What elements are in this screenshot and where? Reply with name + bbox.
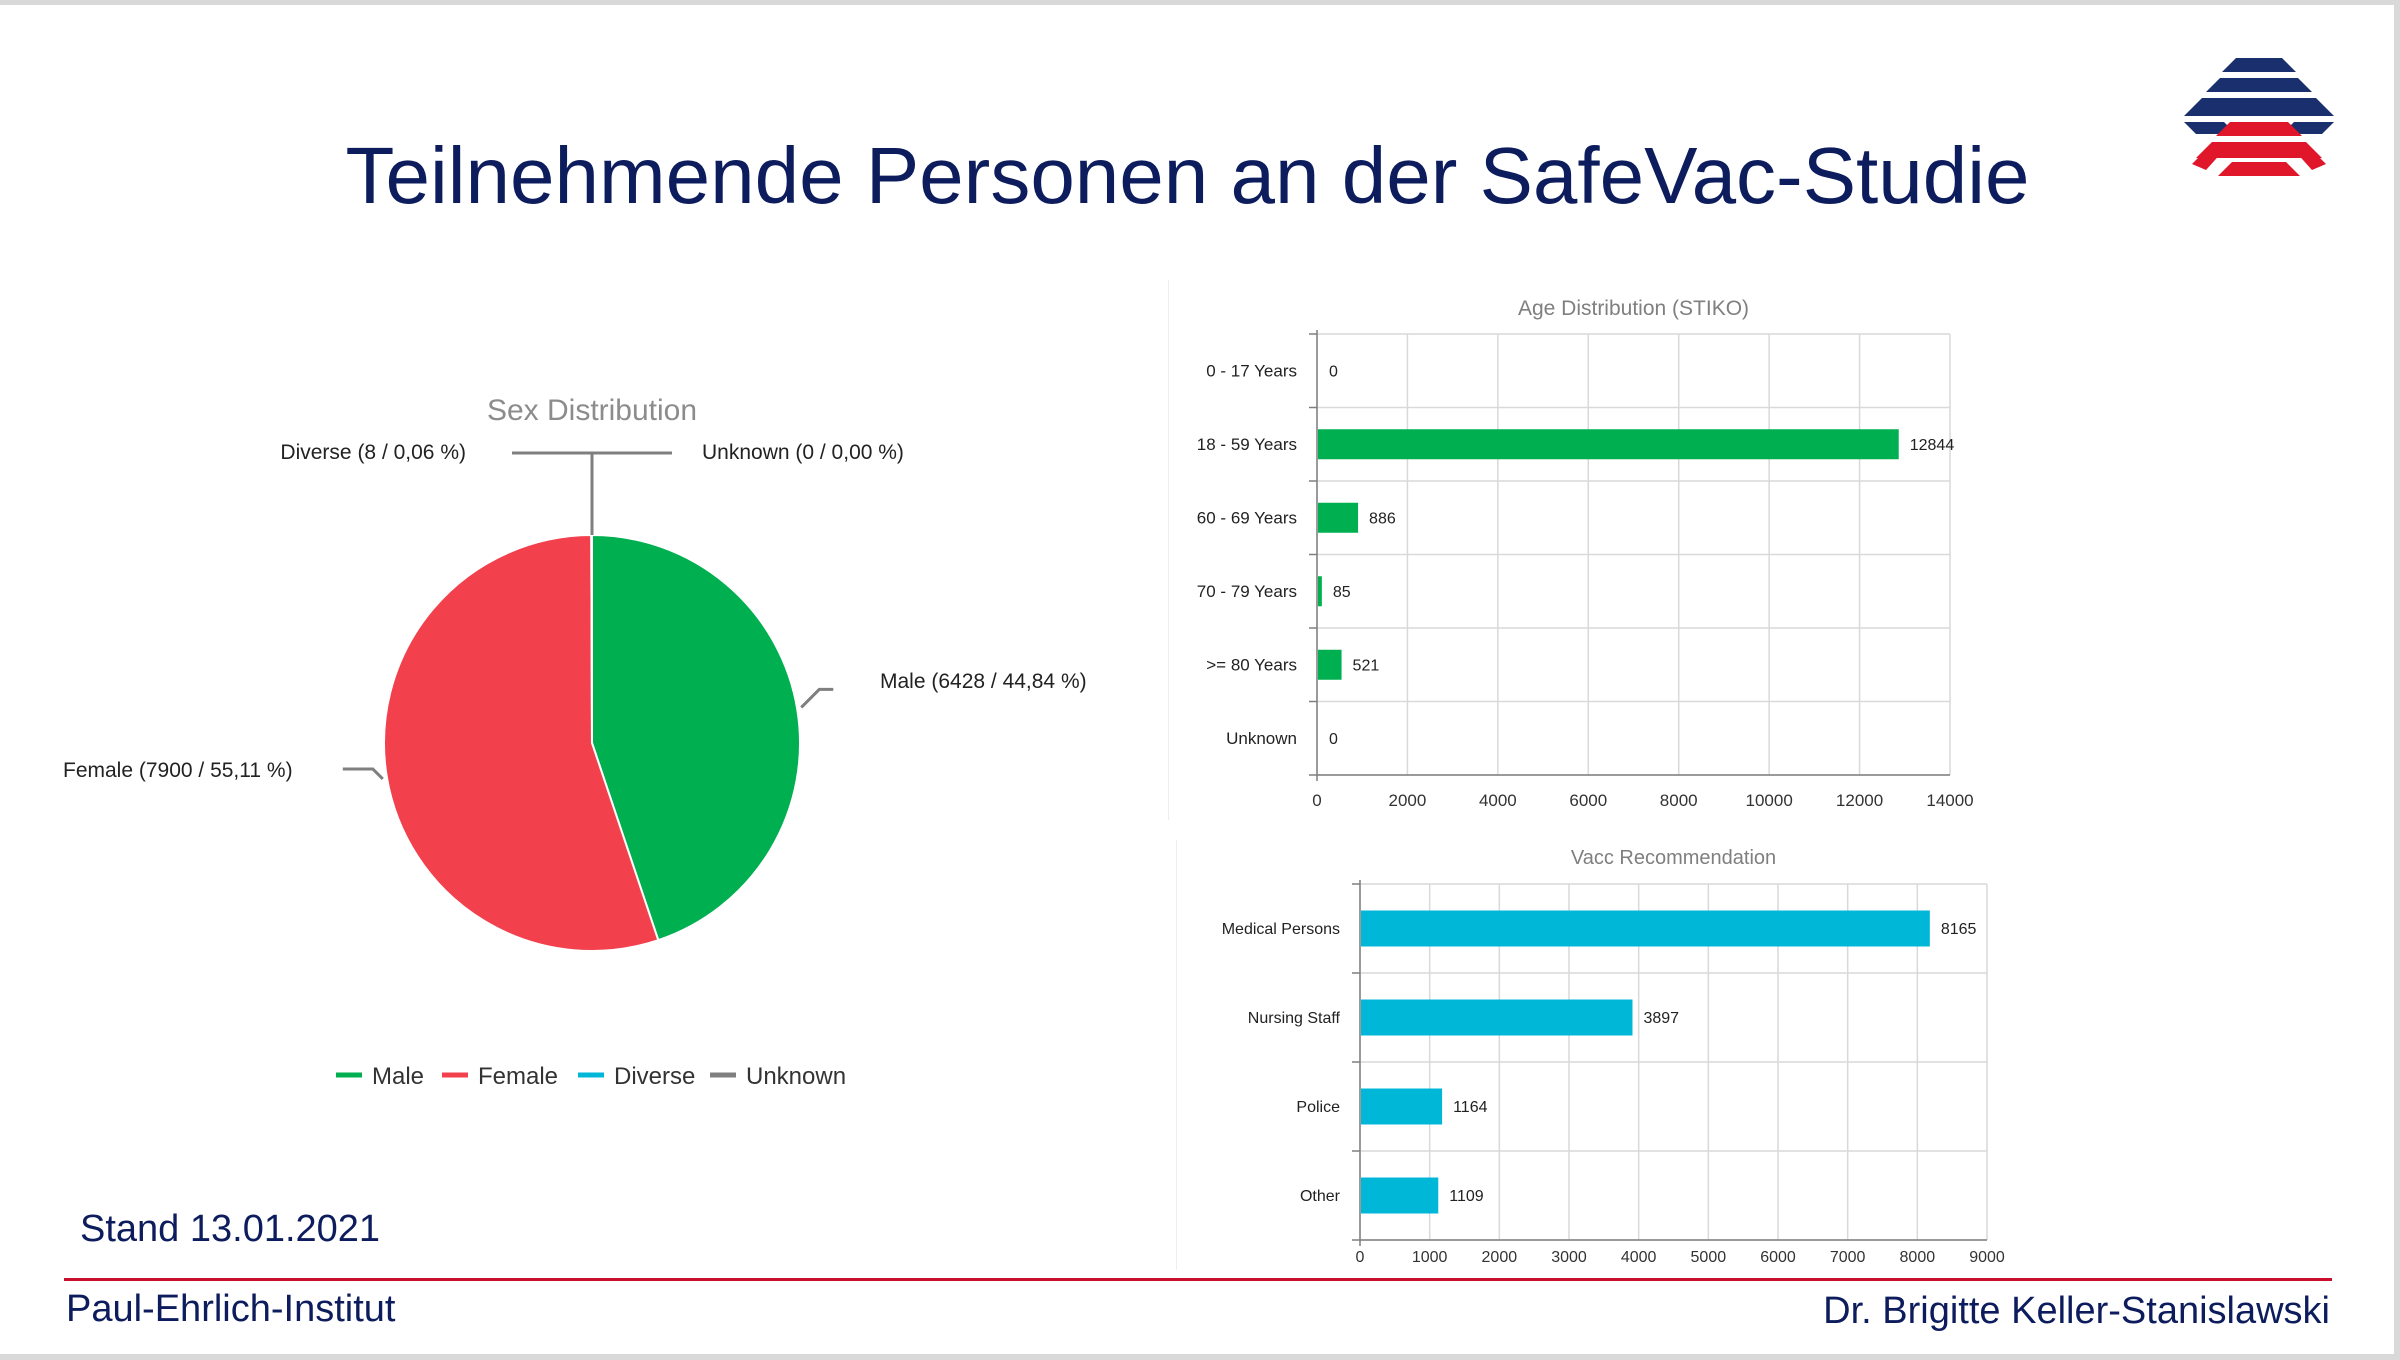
age-category-label: >= 80 Years [1206, 656, 1297, 675]
vacc-category-label: Nursing Staff [1248, 1010, 1341, 1027]
footer-institute: Paul-Ehrlich-Institut [66, 1288, 396, 1330]
vacc-value-label: 1109 [1449, 1188, 1484, 1205]
vacc-tick-label: 5000 [1691, 1249, 1727, 1266]
age-distribution-chart: Age Distribution (STIKO) 0 2000 4000 6000 800… [1168, 280, 1981, 820]
vacc-title: Vacc Recommendation [1571, 847, 1776, 869]
age-category-label: 60 - 69 Years [1197, 509, 1297, 528]
age-category-label: 0 - 17 Years [1206, 362, 1297, 381]
age-tick-label: 0 [1312, 791, 1321, 810]
slide-title: Teilnehmende Personen an der SafeVac-Stu… [345, 131, 2030, 220]
vacc-tick-label: 0 [1356, 1249, 1365, 1266]
age-value-label: 12844 [1910, 437, 1955, 454]
age-value-label: 521 [1353, 657, 1380, 674]
age-bar [1318, 429, 1899, 460]
pie-leader-male [800, 687, 834, 709]
vacc-bar [1361, 999, 1633, 1036]
pie-label-diverse: Diverse (8 / 0,06 %) [280, 441, 466, 464]
pie-title: Sex Distribution [487, 394, 697, 427]
sex-distribution-chart: Sex Distribution Male (6428 / 44,84 %) Fem… [30, 370, 1170, 1110]
vacc-tick-label: 3000 [1551, 1249, 1587, 1266]
slide-frame-bottom [0, 1354, 2400, 1360]
age-bar [1318, 502, 1359, 533]
age-value-label: 886 [1369, 510, 1396, 527]
legend-label-diverse: Diverse [614, 1063, 695, 1090]
footer-divider [64, 1278, 2332, 1281]
pei-logo-icon [2184, 58, 2334, 176]
age-category-label: 18 - 59 Years [1197, 435, 1297, 454]
age-tick-label: 4000 [1479, 791, 1517, 810]
vacc-tick-label: 2000 [1482, 1249, 1518, 1266]
age-tick-label: 6000 [1569, 791, 1607, 810]
pie-label-male: Male (6428 / 44,84 %) [880, 670, 1087, 693]
pie-leader-diverse [512, 451, 594, 535]
vacc-recommendation-chart: Vacc Recommendation 0 1000 2000 3000 4000 5000… [1176, 840, 2017, 1270]
age-value-label: 0 [1329, 731, 1338, 748]
pie-leader-female [342, 767, 384, 781]
age-category-label: Unknown [1226, 729, 1297, 748]
vacc-category-label: Medical Persons [1222, 921, 1340, 938]
age-title: Age Distribution (STIKO) [1518, 297, 1749, 320]
age-tick-label: 8000 [1660, 791, 1698, 810]
stand-date: Stand 13.01.2021 [80, 1208, 381, 1250]
legend-label-female: Female [478, 1063, 558, 1090]
vacc-value-label: 3897 [1643, 1010, 1679, 1027]
age-category-label: 70 - 79 Years [1197, 582, 1297, 601]
age-bar [1318, 576, 1322, 607]
pie-slice-female [383, 533, 660, 952]
vacc-tick-label: 8000 [1900, 1249, 1936, 1266]
pie-label-unknown: Unknown (0 / 0,00 %) [702, 441, 904, 464]
vacc-category-label: Police [1296, 1099, 1340, 1116]
legend-label-unknown: Unknown [746, 1063, 846, 1090]
vacc-tick-label: 7000 [1830, 1249, 1866, 1266]
vacc-tick-label: 1000 [1412, 1249, 1448, 1266]
vacc-value-label: 8165 [1941, 921, 1977, 938]
age-value-label: 0 [1329, 363, 1338, 380]
vacc-tick-label: 6000 [1760, 1249, 1796, 1266]
legend-label-male: Male [372, 1063, 424, 1090]
pie-slice-male [591, 533, 801, 942]
footer-author: Dr. Brigitte Keller-Stanislawski [1823, 1290, 2330, 1332]
vacc-bar [1361, 910, 1930, 947]
vacc-tick-label: 4000 [1621, 1249, 1657, 1266]
age-tick-label: 12000 [1836, 791, 1883, 810]
vacc-tick-label: 9000 [1969, 1249, 2005, 1266]
slide-frame-right [2394, 0, 2400, 1360]
age-tick-label: 2000 [1389, 791, 1427, 810]
age-value-label: 85 [1333, 584, 1351, 601]
pie-slice-diverse [590, 533, 593, 744]
vacc-value-label: 1164 [1453, 1099, 1488, 1116]
vacc-bar [1361, 1088, 1443, 1125]
age-tick-label: 14000 [1926, 791, 1973, 810]
age-bar [1318, 649, 1342, 680]
vacc-category-label: Other [1300, 1188, 1341, 1205]
age-tick-label: 10000 [1746, 791, 1793, 810]
vacc-bar [1361, 1177, 1439, 1214]
pie-label-female: Female (7900 / 55,11 %) [63, 759, 293, 782]
slide-frame-top [0, 0, 2400, 5]
